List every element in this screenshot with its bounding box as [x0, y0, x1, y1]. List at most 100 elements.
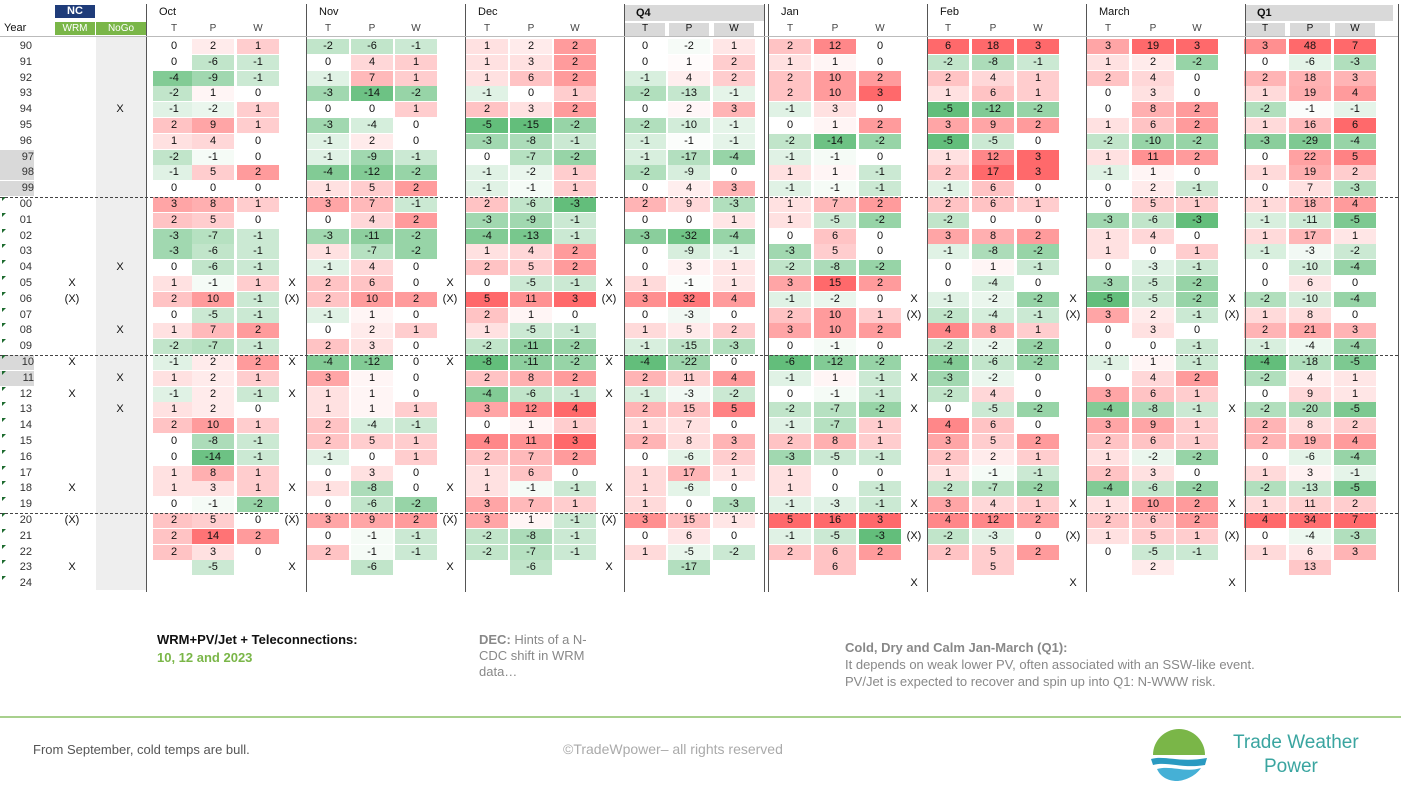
- cell-q4-W: 4: [713, 370, 755, 386]
- cell-q4-W: -3: [713, 197, 755, 212]
- cell-jan-W: 1: [859, 418, 901, 434]
- cell-oct-T: 0: [153, 260, 195, 276]
- cell-dec-T: 0: [466, 149, 508, 165]
- cell-mar-W: 2: [1176, 513, 1218, 528]
- cell-feb-P: 6: [972, 181, 1014, 197]
- cell-mar-W: -1: [1176, 544, 1218, 560]
- cell-jan-P: 10: [814, 86, 856, 102]
- cell-oct-T: 1: [153, 465, 195, 481]
- cell-mar-W: -2: [1176, 291, 1218, 307]
- cell-dec-P: 2: [510, 39, 552, 54]
- cell-mar-W: 0: [1176, 228, 1218, 244]
- year-label: 94: [19, 103, 32, 116]
- cell-nov-P: 5: [351, 434, 393, 449]
- cell-jan-P: 7: [814, 197, 856, 212]
- cell-jan-P: -1: [814, 386, 856, 402]
- cell-q4-P: -6: [668, 481, 710, 497]
- cell-q4-W: -3: [713, 497, 755, 513]
- column-divider: [306, 4, 307, 592]
- cell-feb-T: -3: [927, 370, 969, 386]
- row-marker: [2, 197, 6, 201]
- cell-q1-T: 1: [1244, 228, 1286, 244]
- cell-q4-W: 3: [713, 434, 755, 449]
- cell-oct-T: -1: [153, 102, 195, 118]
- cell-jan-W: 0: [859, 54, 901, 70]
- cell-mar-W: 1: [1176, 434, 1218, 449]
- cell-feb-T: 2: [927, 165, 969, 181]
- cell-oct-P: 2: [192, 370, 234, 386]
- cell-q4-T: 0: [624, 307, 666, 323]
- cell-feb-P: -12: [972, 102, 1014, 118]
- cell-mar-W: -1: [1176, 307, 1218, 323]
- decade-divider: [0, 513, 1398, 514]
- cell-nov-W: -2: [395, 165, 437, 181]
- year-label: 01: [19, 213, 32, 226]
- year-label: 24: [19, 577, 32, 590]
- cell-mar-P: 19: [1132, 39, 1174, 54]
- cell-nov-W: 1: [395, 449, 437, 465]
- cell-dec-T: 2: [466, 260, 508, 276]
- cell-q1-T: 0: [1244, 276, 1286, 291]
- cell-jan-P: -5: [814, 212, 856, 228]
- cell-mar-P: 8: [1132, 102, 1174, 118]
- year-label: 13: [19, 403, 32, 416]
- cell-feb-W: 0: [1017, 276, 1059, 291]
- cell-feb-T: -2: [927, 481, 969, 497]
- cell-feb-P: 9: [972, 118, 1014, 133]
- cell-jan-P: 0: [814, 481, 856, 497]
- cell-q4-T: 1: [624, 497, 666, 513]
- cell-jan-P: -7: [814, 418, 856, 434]
- cell-q1-W: -3: [1334, 528, 1376, 544]
- cell-q1-P: -10: [1289, 291, 1331, 307]
- column-divider: [465, 4, 466, 592]
- cell-mar-P: 5: [1132, 197, 1174, 212]
- cell-q4-W: 0: [713, 528, 755, 544]
- cell-feb-P: 6: [972, 418, 1014, 434]
- cell-q1-W: -4: [1334, 449, 1376, 465]
- cell-mar-T: 2: [1087, 70, 1129, 86]
- decade-divider: [0, 197, 1398, 198]
- cell-jan-P: 12: [814, 39, 856, 54]
- cell-nov-T: -4: [307, 165, 349, 181]
- cell-mar-T: 0: [1087, 86, 1129, 102]
- dec-note-line3: data…: [479, 664, 518, 679]
- cell-feb-T: -2: [927, 212, 969, 228]
- cell-oct-W: -1: [237, 244, 279, 260]
- cell-jan-T: -2: [769, 260, 811, 276]
- cell-q4-P: -3: [668, 386, 710, 402]
- cell-q4-P: 7: [668, 418, 710, 434]
- cell-jan-P: 6: [814, 228, 856, 244]
- separator-flag: X: [1228, 292, 1236, 305]
- cell-nov-W: 1: [395, 434, 437, 449]
- cell-nov-W: 2: [395, 291, 437, 307]
- cell-dec-W: -1: [554, 386, 596, 402]
- cell-dec-T: 0: [466, 418, 508, 434]
- cell-dec-T: 1: [466, 244, 508, 260]
- cell-q1-W: 1: [1334, 386, 1376, 402]
- cell-jan-T: 3: [769, 323, 811, 339]
- cell-feb-T: 3: [927, 118, 969, 133]
- separator-flag: (X): [1224, 529, 1240, 542]
- row-marker: [2, 497, 6, 502]
- cell-q4-P: -17: [668, 560, 710, 576]
- cell-q1-W: 7: [1334, 513, 1376, 528]
- cell-dec-P: 1: [510, 307, 552, 323]
- cell-mar-T: -3: [1087, 276, 1129, 291]
- cell-q1-W: 4: [1334, 197, 1376, 212]
- cell-feb-W: 0: [1017, 418, 1059, 434]
- cell-q1-P: 8: [1289, 418, 1331, 434]
- cell-dec-T: 1: [466, 465, 508, 481]
- cell-q1-P: -11: [1289, 212, 1331, 228]
- cell-q1-W: 4: [1334, 434, 1376, 449]
- cell-mar-P: 6: [1132, 386, 1174, 402]
- cell-feb-P: 0: [972, 212, 1014, 228]
- cell-mar-P: 0: [1132, 244, 1174, 260]
- cell-oct-T: -1: [153, 355, 195, 370]
- cell-dec-T: 3: [466, 402, 508, 418]
- cell-nov-W: 0: [395, 276, 437, 291]
- nogo-flag: X: [116, 324, 124, 337]
- cell-q4-T: -1: [624, 133, 666, 149]
- cell-jan-T: 1: [769, 465, 811, 481]
- cell-q1-P: 11: [1289, 497, 1331, 513]
- cell-nov-T: 3: [307, 513, 349, 528]
